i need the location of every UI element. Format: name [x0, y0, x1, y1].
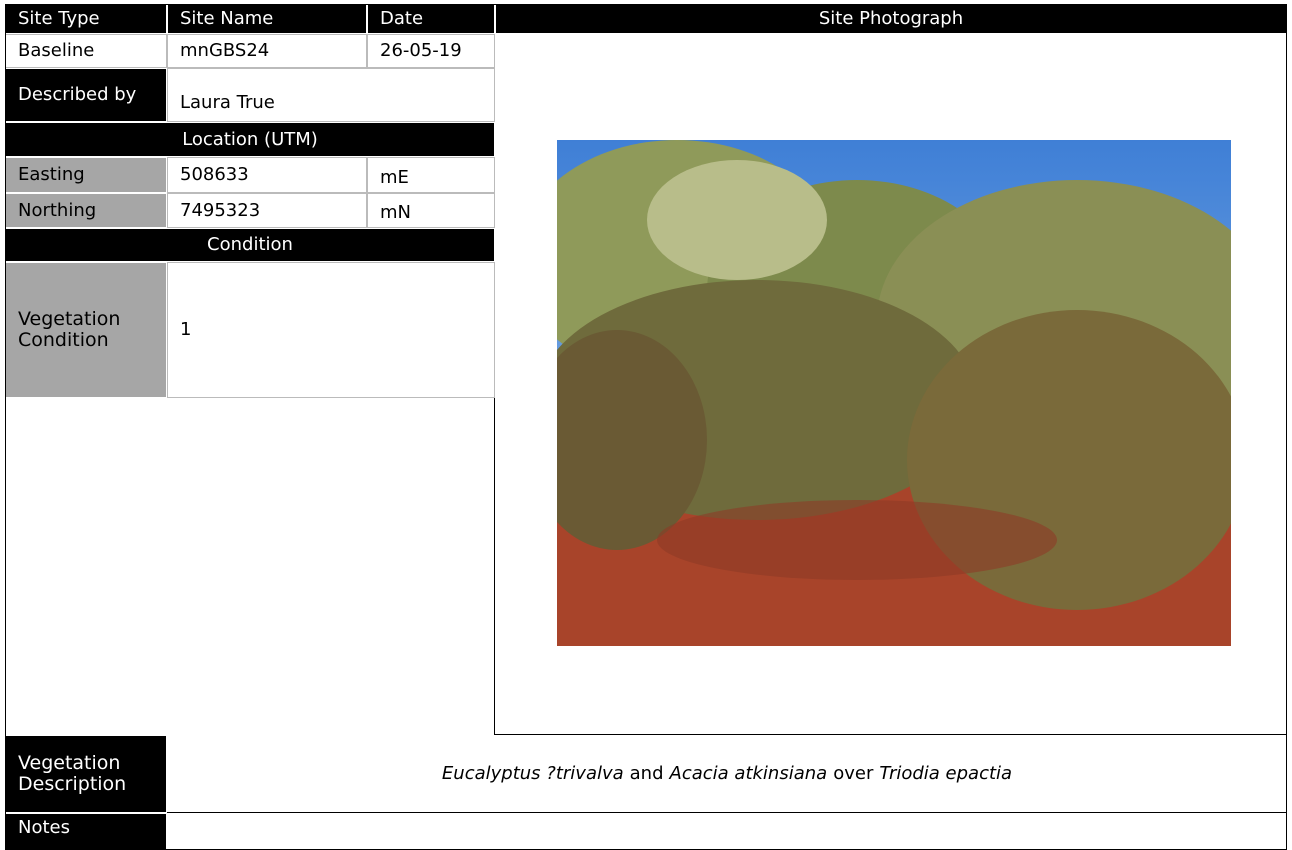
- value-cell: 7495323: [167, 193, 367, 228]
- value-cell: Eucalyptus ?trivalva and Acacia atkinsiana…: [167, 735, 1287, 813]
- description-part: over: [833, 762, 874, 784]
- header-cell: Date: [367, 4, 495, 34]
- value-cell: Laura True: [167, 68, 495, 122]
- site-name: mnGBS24: [167, 34, 367, 68]
- unit-cell: mN: [367, 193, 495, 228]
- date: 26-05-19: [367, 34, 495, 68]
- header-cell: Site Photograph: [495, 4, 1287, 34]
- description-part: Acacia atkinsiana: [669, 762, 828, 784]
- description-part: Triodia epactia: [879, 762, 1013, 784]
- label-cell: Vegetation Description: [5, 735, 167, 813]
- value-cell: 508633: [167, 157, 367, 193]
- description-part: Eucalyptus ?trivalva: [441, 762, 624, 784]
- photo-cell: [495, 34, 1287, 735]
- label-cell: Vegetation Condition: [5, 262, 167, 398]
- site-type: Baseline: [5, 34, 167, 68]
- description-part: and: [629, 762, 664, 784]
- value-cell: 1: [167, 262, 495, 398]
- site-photo: [557, 140, 1231, 646]
- label-cell: Notes: [5, 813, 167, 850]
- section-title: Location (UTM): [5, 122, 495, 157]
- blank-cell: [5, 398, 495, 735]
- label-cell: Northing: [5, 193, 167, 228]
- unit-cell: mE: [367, 157, 495, 193]
- header-cell: Site Type: [5, 4, 167, 34]
- header-cell: Site Name: [167, 4, 367, 34]
- label-cell: Easting: [5, 157, 167, 193]
- section-title: Condition: [5, 228, 495, 262]
- label-cell: Described by: [5, 68, 167, 122]
